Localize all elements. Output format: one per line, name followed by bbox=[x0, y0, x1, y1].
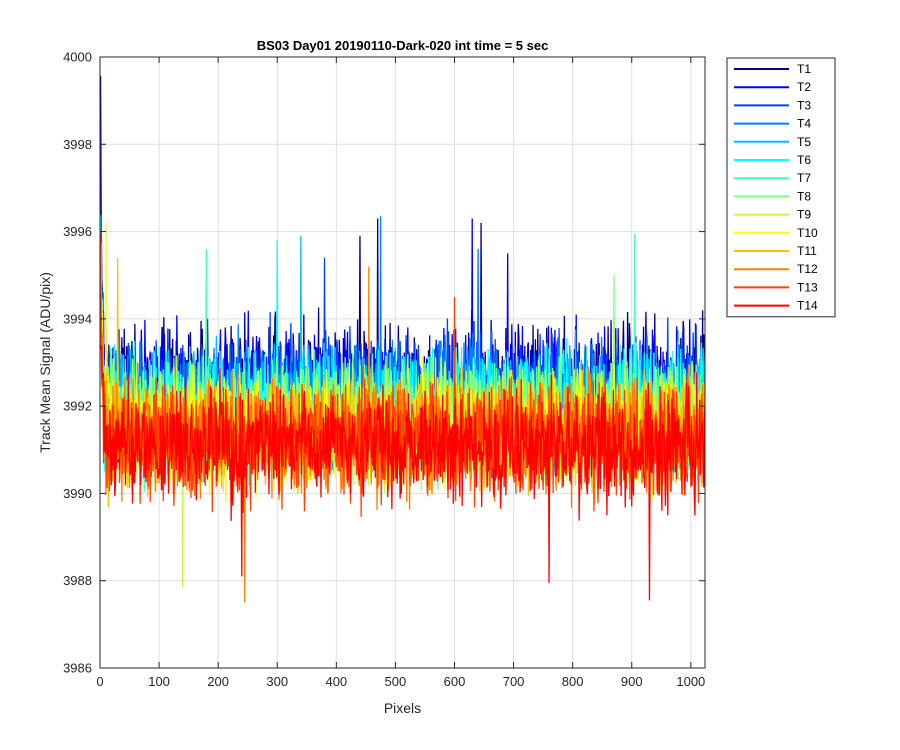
x-tick-label-4: 400 bbox=[325, 674, 347, 689]
legend-label-t11: T11 bbox=[797, 244, 817, 258]
legend-label-t9: T9 bbox=[797, 208, 811, 222]
legend-label-t13: T13 bbox=[797, 280, 818, 294]
axis-ticks: 0 100 200 300 400 500 600 700 800 900 1000 3986 3988… bbox=[63, 50, 705, 690]
legend-label-t5: T5 bbox=[797, 135, 811, 149]
legend-label-t10: T10 bbox=[797, 226, 818, 240]
legend-label-t12: T12 bbox=[797, 262, 818, 276]
legend-label-t2: T2 bbox=[797, 80, 811, 94]
y-tick-label-2: 3990 bbox=[63, 486, 92, 501]
x-tick-label-0: 0 bbox=[96, 674, 103, 689]
x-tick-label-1: 100 bbox=[148, 674, 170, 689]
legend-label-t14: T14 bbox=[797, 299, 818, 313]
chart-title: BS03 Day01 20190110-Dark-020 int time = … bbox=[257, 38, 549, 53]
y-tick-label-7: 4000 bbox=[63, 50, 92, 65]
plot-series bbox=[100, 75, 705, 603]
y-axis-label: Track Mean Signal (ADU/pix) bbox=[37, 272, 53, 453]
legend-label-t4: T4 bbox=[797, 117, 811, 131]
x-tick-label-9: 900 bbox=[621, 674, 643, 689]
x-tick-label-8: 800 bbox=[562, 674, 584, 689]
x-tick-label-5: 500 bbox=[385, 674, 407, 689]
legend-label-t6: T6 bbox=[797, 153, 811, 167]
series-line-t14 bbox=[100, 344, 705, 601]
x-axis-label: Pixels bbox=[384, 700, 421, 716]
y-tick-label-6: 3998 bbox=[63, 137, 92, 152]
legend-box bbox=[726, 57, 836, 318]
x-tick-label-3: 300 bbox=[266, 674, 288, 689]
y-tick-label-4: 3994 bbox=[63, 311, 92, 326]
x-tick-label-7: 700 bbox=[503, 674, 525, 689]
legend-label-t3: T3 bbox=[797, 98, 811, 112]
legend-label-t7: T7 bbox=[797, 171, 811, 185]
x-tick-label-10: 1000 bbox=[676, 674, 705, 689]
legend-label-t1: T1 bbox=[797, 62, 811, 76]
y-tick-label-5: 3996 bbox=[63, 224, 92, 239]
y-tick-label-3: 3992 bbox=[63, 399, 92, 414]
legend-label-t8: T8 bbox=[797, 189, 811, 203]
y-tick-label-0: 3986 bbox=[63, 661, 92, 676]
x-tick-label-2: 200 bbox=[207, 674, 229, 689]
x-tick-label-6: 600 bbox=[444, 674, 466, 689]
y-tick-label-1: 3988 bbox=[63, 573, 92, 588]
plot-frame bbox=[99, 56, 706, 669]
legend: T1 T2 T3 T4 T5 T6 T7 T8 T9 T10 T11 T12 T13 T14 bbox=[726, 57, 836, 318]
